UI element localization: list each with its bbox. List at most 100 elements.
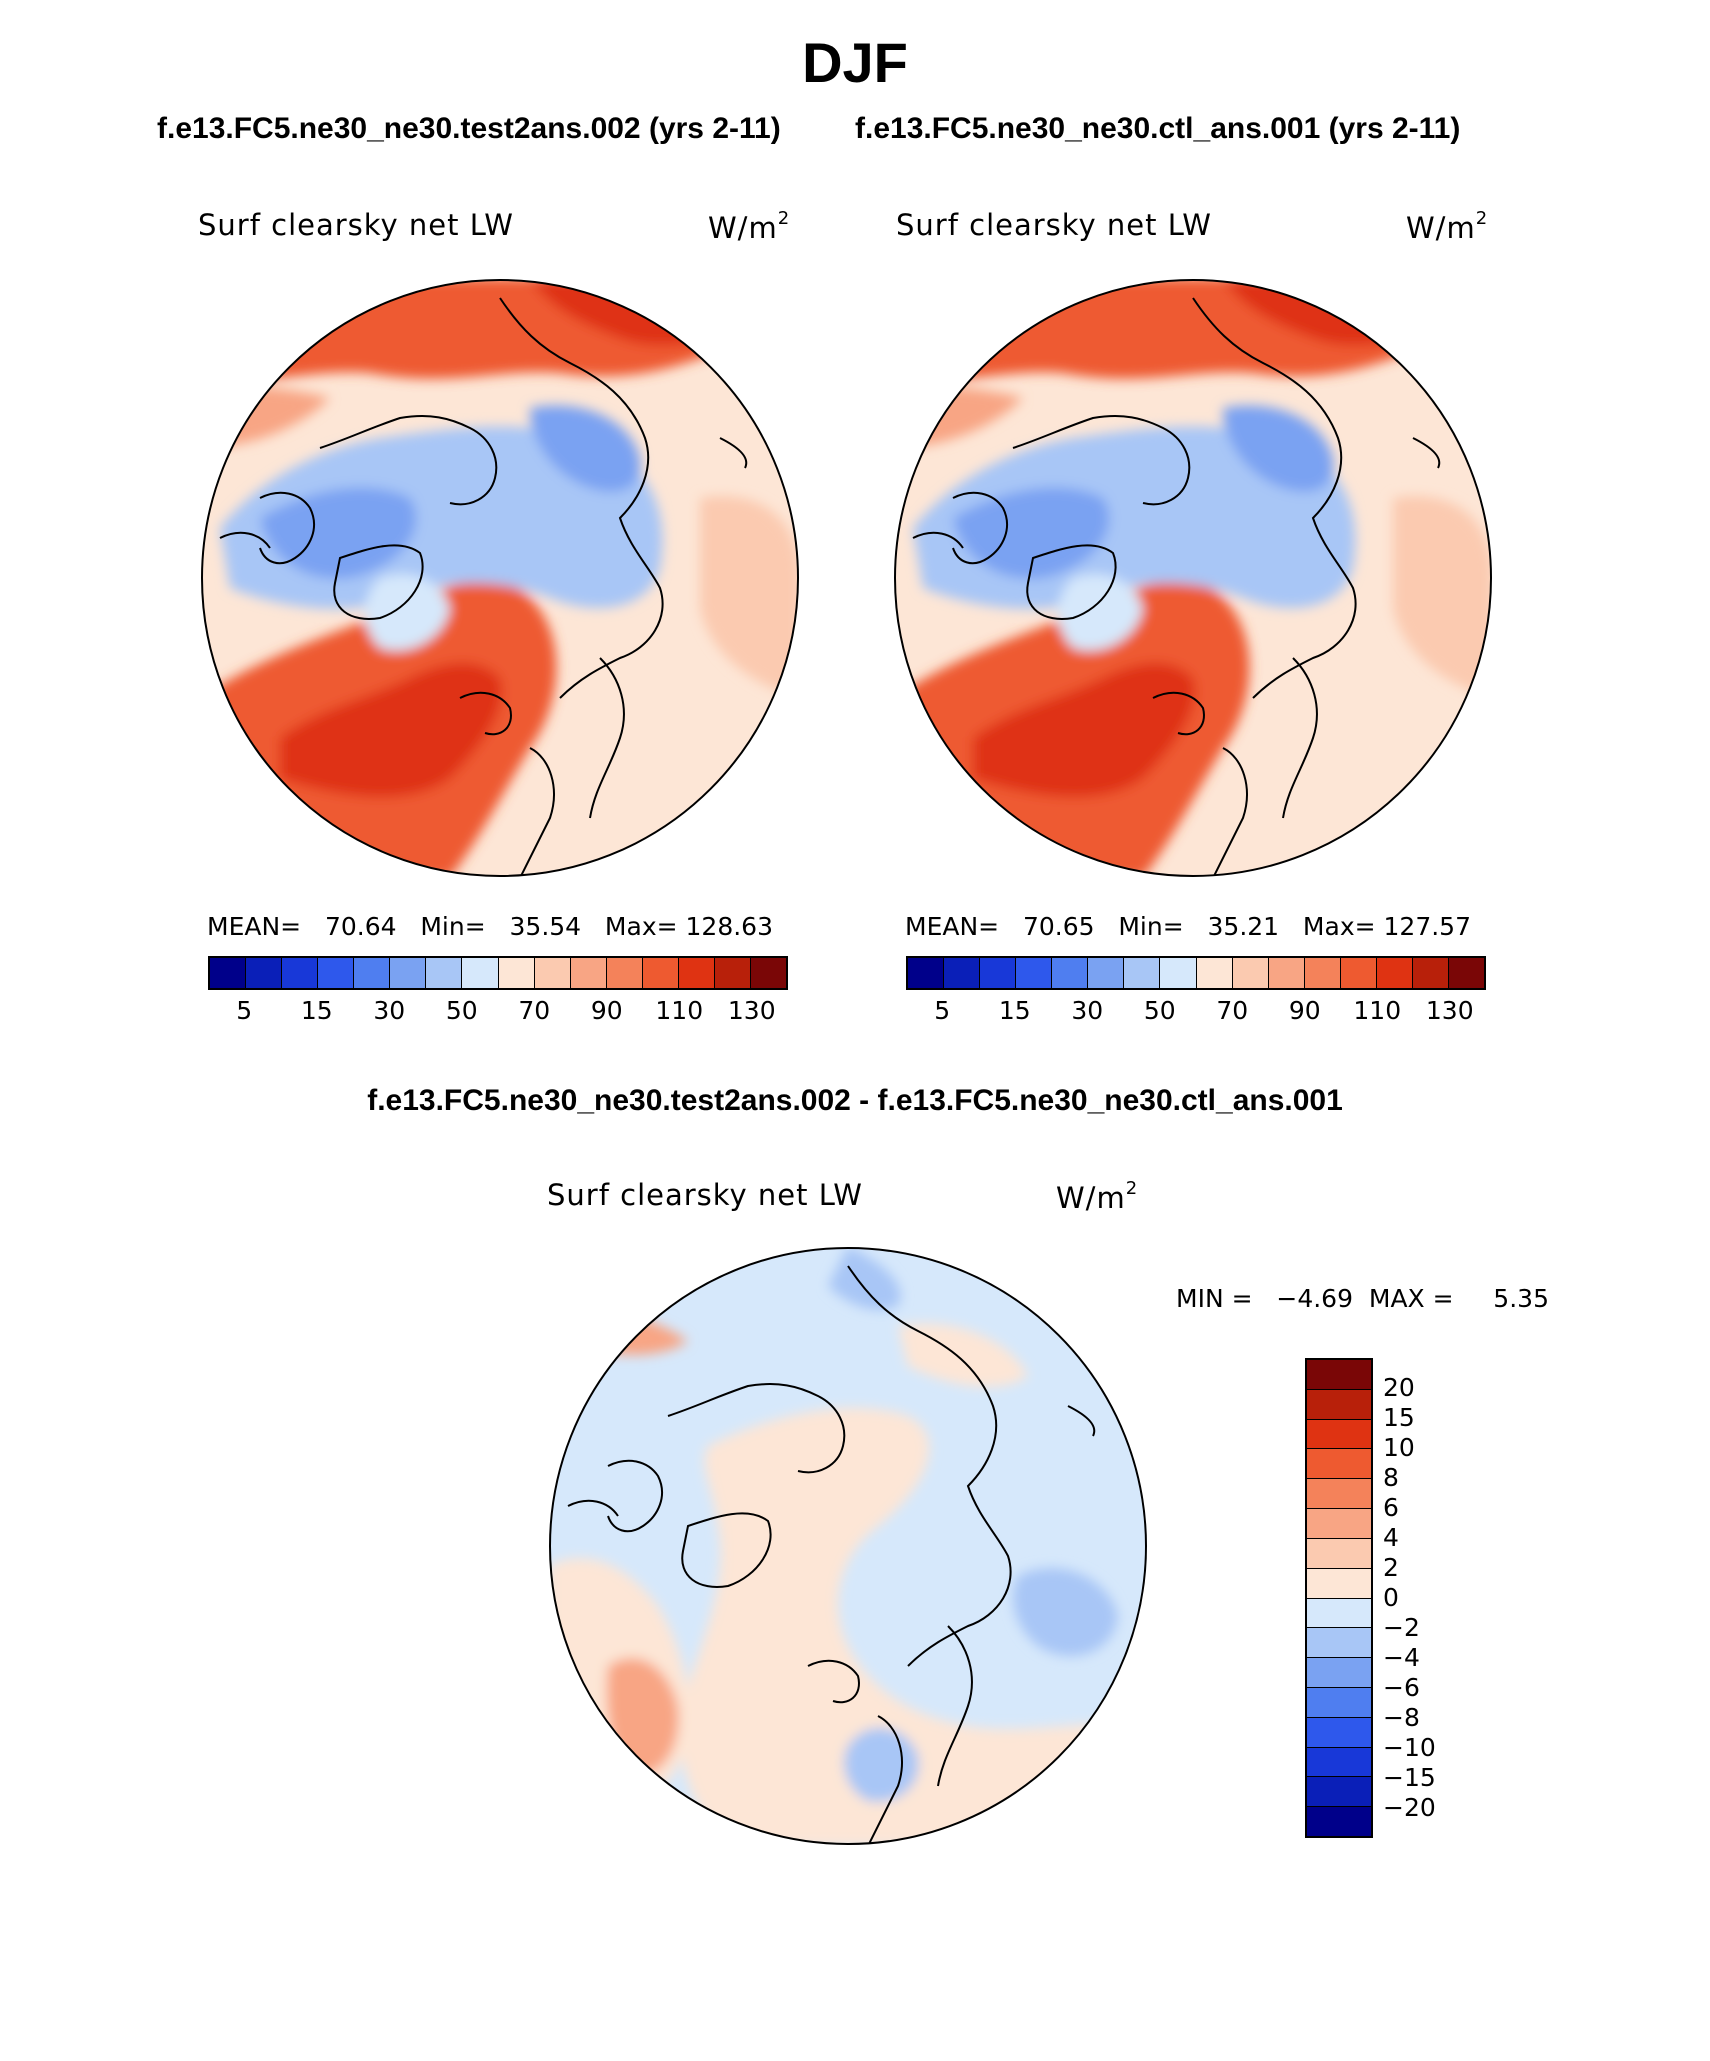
- diff-colorbar-tick-label: 2: [1383, 1553, 1399, 1582]
- panel-1-greenland-region: [365, 574, 450, 651]
- panel-1-colorbar-tick-label: 110: [655, 996, 704, 1025]
- panel-1-colorbar-swatch: [605, 958, 642, 988]
- panel-1-colorbar-tick-label: 70: [518, 996, 551, 1025]
- panel-1-colorbar-swatch: [425, 958, 462, 988]
- panel-1-colorbar-tick-label: 50: [445, 996, 478, 1025]
- diff-map-border: [549, 1247, 1147, 1845]
- figure-title: DJF: [802, 31, 908, 94]
- panel-1-colorbar: [208, 956, 788, 990]
- panel-1-units-label: W/m2: [708, 208, 790, 245]
- diff-colorbar-tick-label: −2: [1383, 1613, 1420, 1642]
- diff-colorbar-swatch: [1307, 1597, 1371, 1628]
- panel-2-colorbar-swatch: [1231, 958, 1268, 988]
- panel-1-units-text: W/m: [708, 211, 778, 245]
- panel-2-colorbar-tick-label: 130: [1425, 996, 1474, 1025]
- panel-1-colorbar-swatch: [677, 958, 714, 988]
- panel-2-colorbar-swatch: [1087, 958, 1124, 988]
- panel-2-colorbar-swatch: [1375, 958, 1412, 988]
- diff-colorbar-swatch: [1307, 1716, 1371, 1747]
- panel-1-colorbar-swatch: [210, 958, 246, 988]
- diff-units-text: W/m: [1056, 1181, 1126, 1215]
- diff-colorbar-swatch: [1307, 1567, 1371, 1598]
- panel-2-colorbar-tick-label: 50: [1143, 996, 1176, 1025]
- diff-colorbar-swatch: [1307, 1746, 1371, 1777]
- panel-2-stats: MEAN= 70.65 Min= 35.21 Max= 127.57: [905, 912, 1471, 941]
- panel-2-colorbar-swatch: [1123, 958, 1160, 988]
- panel-1-colorbar-swatch: [353, 958, 390, 988]
- panel-2-east-asia-region: [1393, 496, 1491, 698]
- diff-negative-core-asia: [1013, 1568, 1118, 1656]
- diff-colorbar-swatch: [1307, 1627, 1371, 1658]
- diff-variable-label: Surf clearsky net LW: [547, 1178, 863, 1212]
- panel-1-colorbar-tick-label: 5: [236, 996, 253, 1025]
- panel-2-colorbar-swatch: [1411, 958, 1448, 988]
- panel-2-units-label: W/m2: [1406, 208, 1488, 245]
- panel-2-colorbar: [906, 956, 1486, 990]
- panel-2-map-border: [894, 279, 1492, 877]
- panel-1-colorbar-swatch: [497, 958, 534, 988]
- diff-negative-core-bering: [828, 1248, 901, 1310]
- diff-colorbar-tick-label: 6: [1383, 1493, 1399, 1522]
- panel-2-colorbar-swatch: [1339, 958, 1376, 988]
- diff-coastlines: [567, 1265, 1096, 1844]
- panel-1-coastlines: [219, 297, 748, 876]
- panel-1-polar-map: [201, 279, 799, 877]
- diff-colorbar-swatch: [1307, 1478, 1371, 1509]
- panel-2-coastlines: [912, 297, 1441, 876]
- panel-2-colorbar-tick-label: 90: [1288, 996, 1321, 1025]
- diff-colorbar-tick-label: 20: [1383, 1373, 1415, 1402]
- panel-2-siberia-cold-core: [1223, 405, 1334, 492]
- panel-1-east-asia-region: [700, 496, 798, 698]
- panel-1-map-border: [201, 279, 799, 877]
- panel-1-colorbar-swatch: [317, 958, 354, 988]
- panel-2-colorbar-swatch: [1447, 958, 1484, 988]
- panel-1-colorbar-swatch: [569, 958, 606, 988]
- panel-2-colorbar-swatch: [1051, 958, 1088, 988]
- panel-2-colorbar-swatch: [979, 958, 1016, 988]
- panel-1-colorbar-swatch: [533, 958, 570, 988]
- panel-2-greenland-region: [1058, 574, 1143, 651]
- diff-colorbar-tick-label: −8: [1383, 1703, 1420, 1732]
- panel-2-polar-map: [894, 279, 1492, 877]
- panel-2-colorbar-swatch: [1159, 958, 1196, 988]
- panel-2-colorbar-tick-label: 110: [1353, 996, 1402, 1025]
- diff-colorbar-swatch: [1307, 1508, 1371, 1538]
- diff-colorbar: [1305, 1358, 1373, 1838]
- diff-colorbar-swatch: [1307, 1448, 1371, 1479]
- diff-colorbar-swatch: [1307, 1388, 1371, 1419]
- panel-2-units-exponent: 2: [1475, 208, 1489, 229]
- diff-positive-region-siberia: [898, 1323, 1028, 1387]
- diff-colorbar-swatch: [1307, 1360, 1371, 1389]
- panel-1-colorbar-tick-label: 15: [300, 996, 333, 1025]
- panel-1-units-exponent: 2: [777, 208, 791, 229]
- panel-2-colorbar-tick-label: 30: [1071, 996, 1104, 1025]
- panel-1-stats: MEAN= 70.64 Min= 35.54 Max= 128.63: [207, 912, 773, 941]
- panel-1-colorbar-swatch: [641, 958, 678, 988]
- diff-colorbar-tick-label: −6: [1383, 1673, 1420, 1702]
- panel-2-variable-label: Surf clearsky net LW: [896, 208, 1212, 242]
- diff-colorbar-tick-label: 4: [1383, 1523, 1399, 1552]
- difference-polar-map: [549, 1247, 1147, 1845]
- diff-colorbar-tick-label: 10: [1383, 1433, 1415, 1462]
- panel-2-colorbar-tick-label: 5: [934, 996, 951, 1025]
- panel-2-colorbar-swatch: [1195, 958, 1232, 988]
- diff-min-max-stats: MIN = −4.69 MAX = 5.35: [1176, 1284, 1549, 1313]
- panel-2-colorbar-swatch: [943, 958, 980, 988]
- diff-colorbar-tick-label: 15: [1383, 1403, 1415, 1432]
- panel-1-colorbar-tick-label: 90: [590, 996, 623, 1025]
- diff-colorbar-swatch: [1307, 1657, 1371, 1687]
- panel-1-case-title: f.e13.FC5.ne30_ne30.test2ans.002 (yrs 2-…: [157, 112, 781, 145]
- diff-colorbar-swatch: [1307, 1537, 1371, 1568]
- panel-2-colorbar-tick-label: 15: [998, 996, 1031, 1025]
- diff-colorbar-swatch: [1307, 1806, 1371, 1836]
- panel-2-colorbar-swatch: [1267, 958, 1304, 988]
- diff-colorbar-tick-label: −15: [1383, 1763, 1436, 1792]
- diff-colorbar-tick-label: 0: [1383, 1583, 1399, 1612]
- panel-2-colorbar-swatch: [1303, 958, 1340, 988]
- panel-2-case-title: f.e13.FC5.ne30_ne30.ctl_ans.001 (yrs 2-1…: [855, 112, 1461, 145]
- panel-2-colorbar-swatch: [908, 958, 944, 988]
- panel-1-gulf-stream-hotspot: [280, 663, 502, 797]
- panel-1-colorbar-swatch: [245, 958, 282, 988]
- panel-1-colorbar-swatch: [461, 958, 498, 988]
- diff-units-label: W/m2: [1056, 1178, 1138, 1215]
